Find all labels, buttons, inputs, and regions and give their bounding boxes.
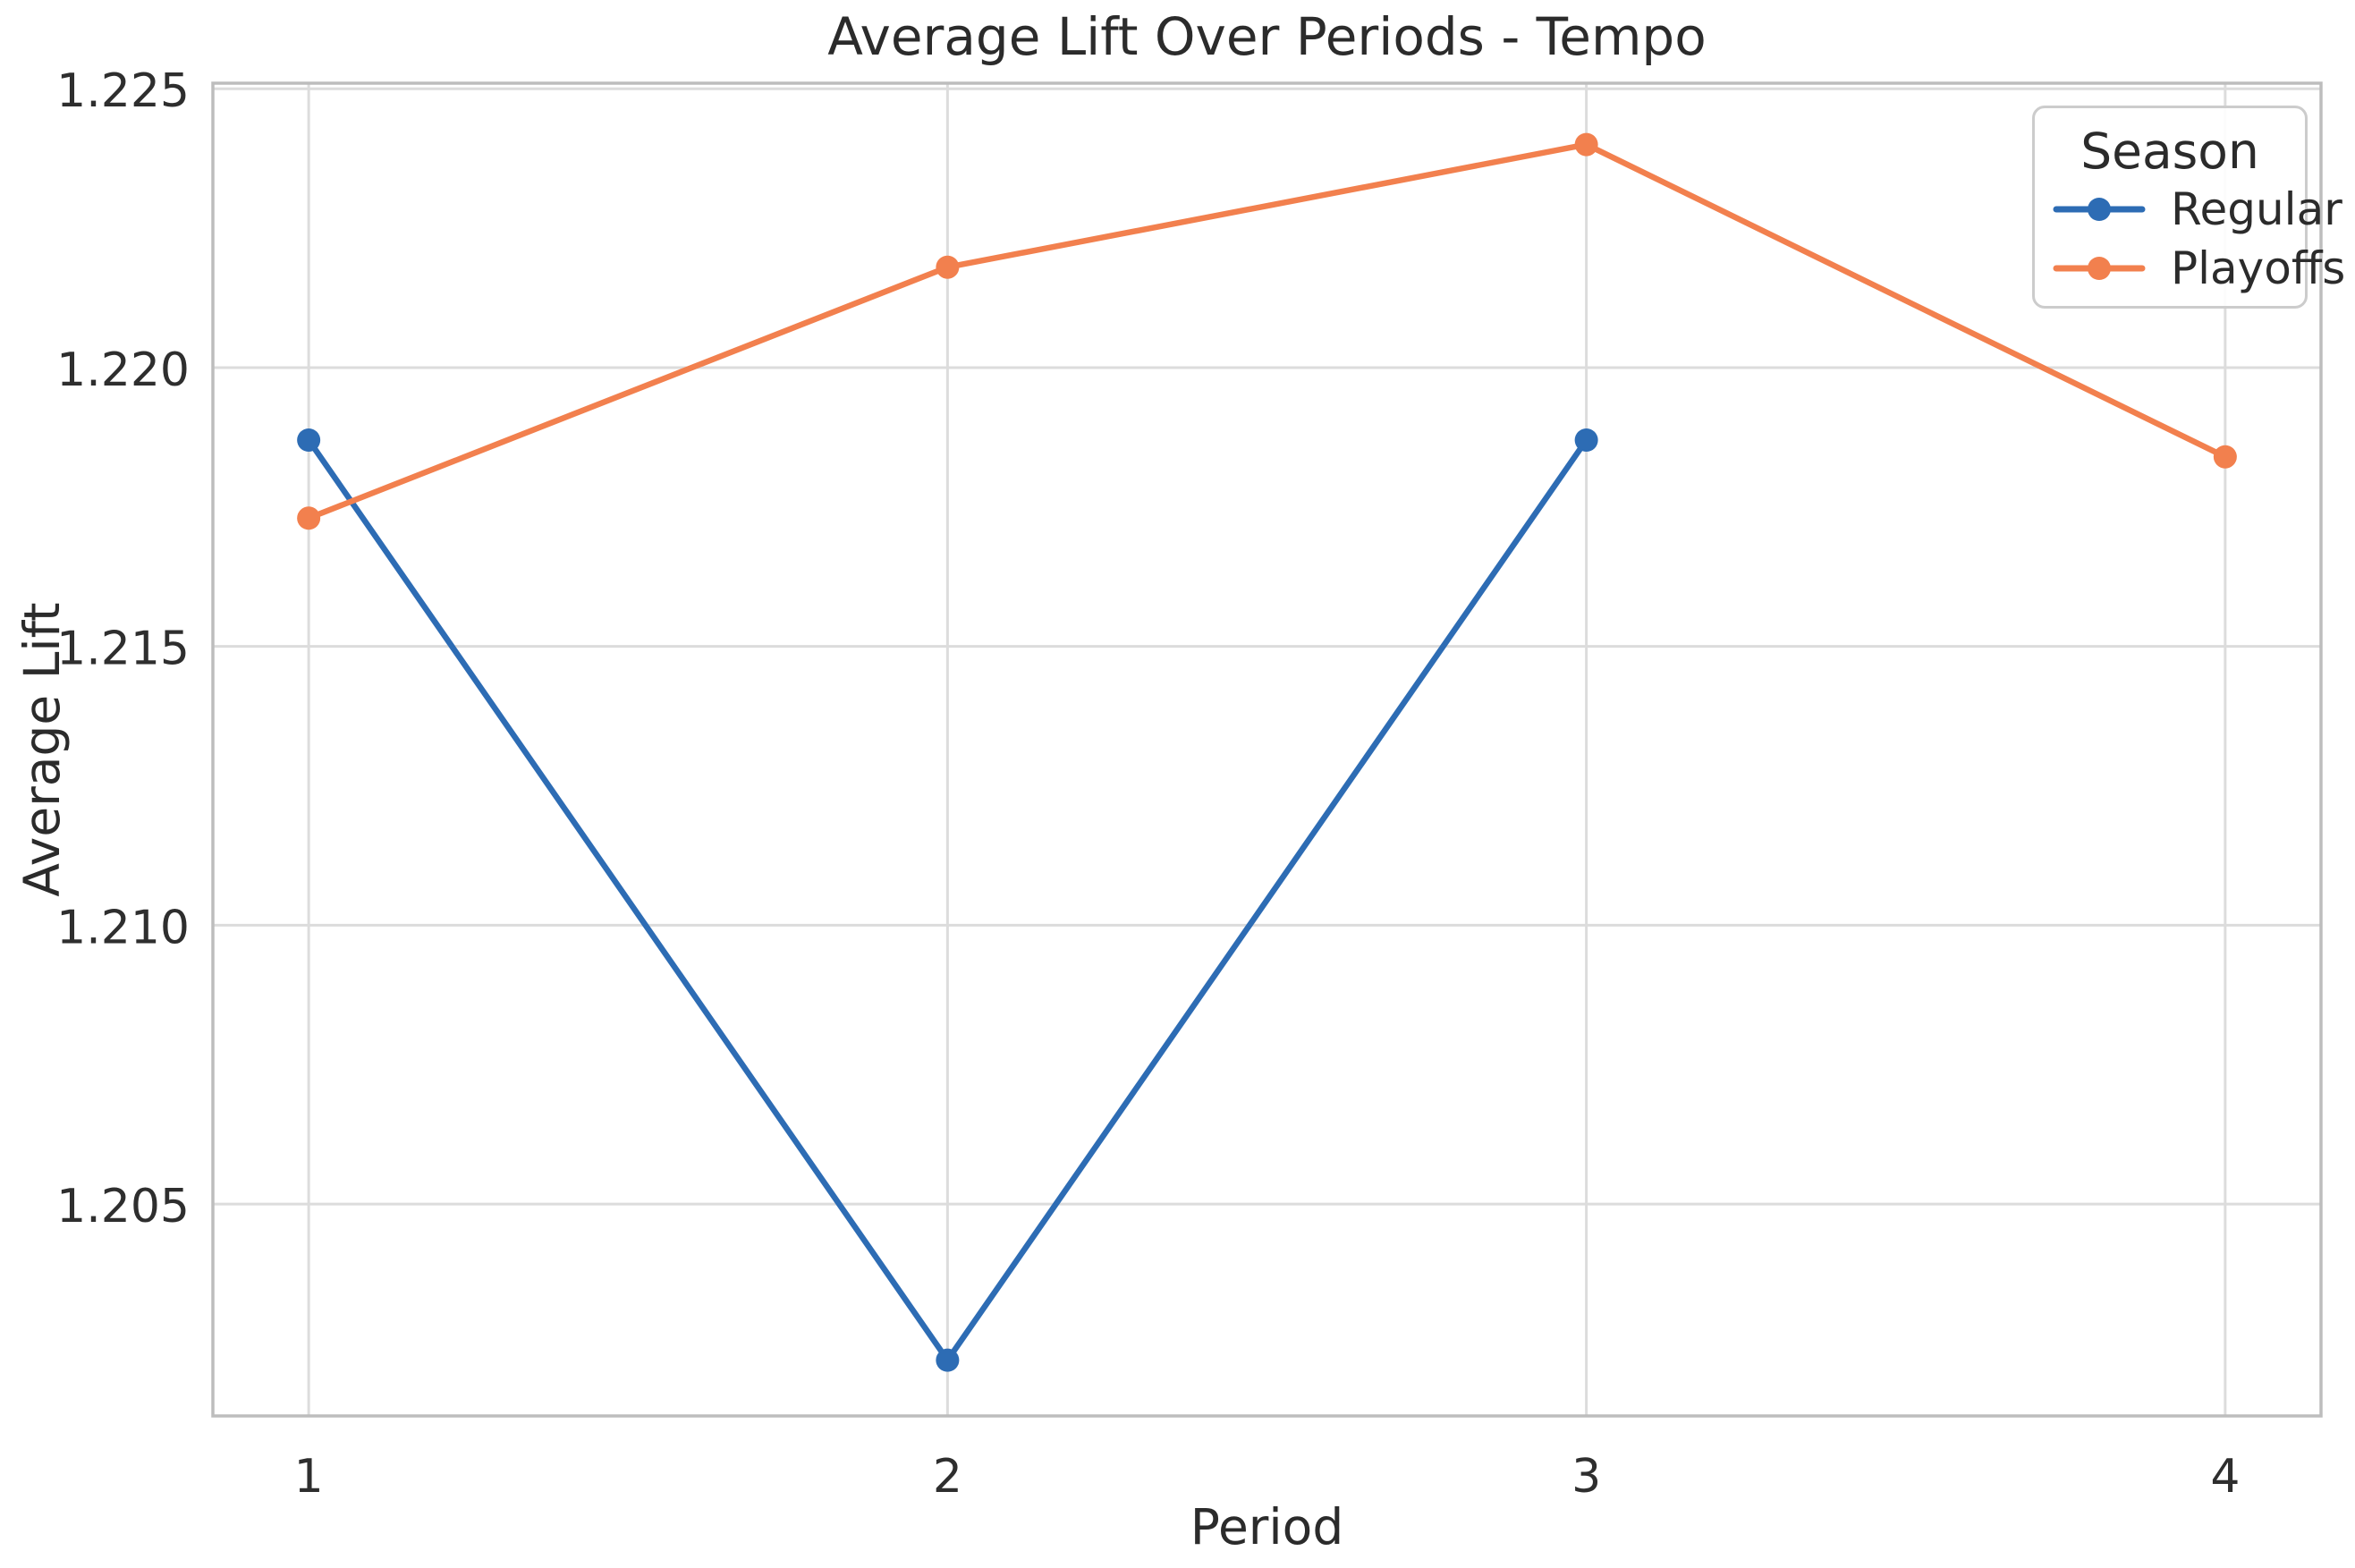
svg-text:1.225: 1.225 — [56, 64, 190, 118]
legend-label-playoffs: Playoffs — [2171, 242, 2346, 294]
svg-text:1.205: 1.205 — [56, 1180, 190, 1233]
svg-text:1.215: 1.215 — [56, 623, 190, 676]
svg-text:1: 1 — [294, 1450, 324, 1504]
y-axis-label: Average Lift — [13, 602, 71, 897]
legend-item-playoffs: Playoffs — [2047, 239, 2345, 298]
regular-line-swatch — [2053, 198, 2146, 221]
playoffs-line-swatch — [2053, 257, 2146, 280]
svg-text:2: 2 — [933, 1450, 962, 1504]
legend: Season Regular Playoffs — [2032, 106, 2345, 309]
legend-item-regular: Regular — [2047, 180, 2342, 239]
svg-text:3: 3 — [1571, 1450, 1601, 1504]
chart-title: Average Lift Over Periods - Tempo — [827, 6, 1707, 67]
svg-text:1.210: 1.210 — [56, 901, 190, 954]
svg-text:4: 4 — [2210, 1450, 2240, 1504]
legend-label-regular: Regular — [2171, 183, 2342, 235]
legend-title: Season — [2080, 123, 2259, 180]
svg-text:1.220: 1.220 — [56, 343, 190, 397]
x-axis-label: Period — [1190, 1498, 1344, 1555]
